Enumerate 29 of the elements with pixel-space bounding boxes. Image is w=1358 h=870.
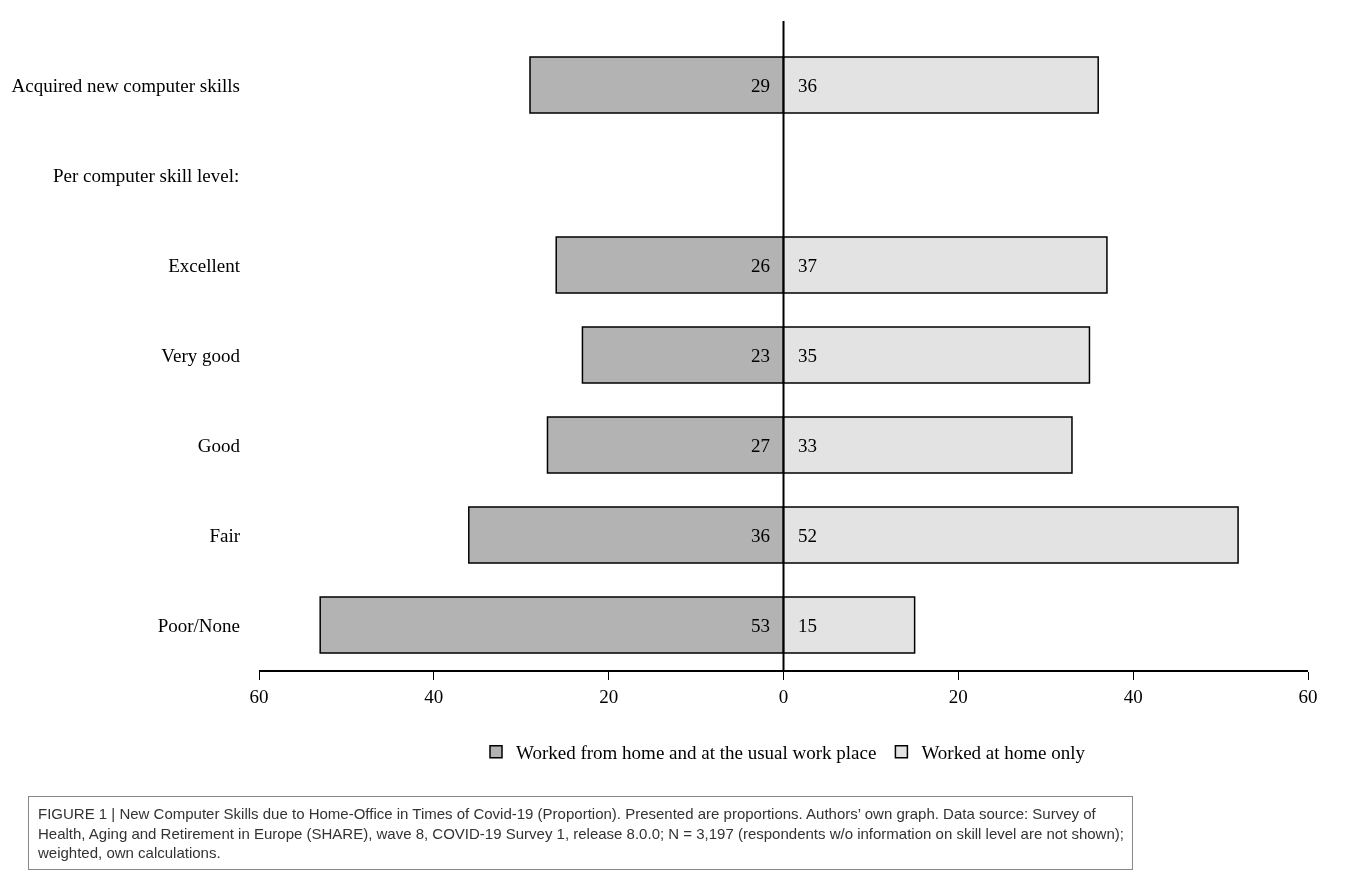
caption: FIGURE 1 | New Computer Skills due to Home-Office in Times of Covid-19 (Proportion). Presented are proportions. Authors’ own graph. Data source: Survey of Health, Aging and Retirement in Europe (SHARE), wave 8, COVID-19 Survey 1, release 8.0.0; N = 3,197 (respondents w/o information on skill level are not shown); weighted, own calculations. [37, 805, 1124, 861]
y-tick-label: Fair [209, 524, 241, 546]
data-label: 27 [751, 435, 770, 456]
y-tick-label: Poor/None [157, 614, 240, 636]
x-tick-label: 60 [1298, 685, 1318, 707]
data-label: 26 [751, 255, 770, 276]
data-label: 33 [798, 435, 817, 456]
x-tick-label: 40 [1123, 685, 1143, 707]
data-label: 23 [751, 345, 770, 366]
data-label: 36 [751, 525, 770, 546]
y-tick-label: Good [197, 434, 241, 456]
data-label: 35 [798, 345, 817, 366]
legend-label: Worked from home and at the usual work place [516, 742, 877, 764]
x-tick-label: 40 [424, 685, 444, 707]
x-tick-label: 60 [249, 685, 269, 707]
y-tick-label: Acquired new computer skills [11, 74, 240, 96]
y-tick-label: Excellent [168, 254, 241, 276]
y-tick-label: Very good [161, 344, 241, 366]
x-tick-label: 20 [599, 685, 619, 707]
x-tick-label: 20 [948, 685, 968, 707]
legend-label: Worked at home only [921, 742, 1086, 764]
data-label: 36 [798, 75, 817, 96]
data-label: 15 [798, 615, 817, 636]
x-tick-label: 0 [778, 685, 789, 707]
data-label: 53 [751, 615, 770, 636]
data-label: 37 [798, 255, 817, 276]
data-label: 29 [751, 75, 770, 96]
text: Per computer skill level: [53, 165, 240, 186]
data-label: 52 [798, 525, 817, 546]
